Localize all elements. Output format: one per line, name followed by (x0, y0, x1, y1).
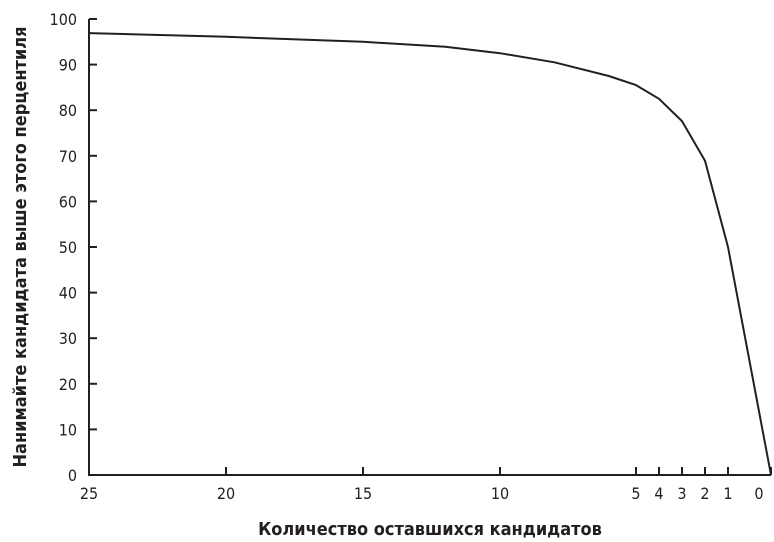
x-axis-title: Количество оставшихся кандидатов (258, 519, 602, 540)
y-tick-label: 70 (59, 147, 77, 166)
x-tick-label: 20 (217, 484, 235, 503)
x-axis-ticks: 25 20 15 10 5 4 3 2 1 0 (80, 467, 772, 503)
x-tick-label: 10 (491, 484, 509, 503)
y-tick-label: 40 (59, 284, 77, 303)
threshold-curve-line (88, 32, 772, 476)
y-tick-label: 0 (68, 466, 77, 485)
x-tick-label: 25 (80, 484, 98, 503)
x-tick-label: 2 (700, 484, 709, 503)
y-tick-label: 80 (59, 101, 77, 120)
x-tick-label: 15 (354, 484, 372, 503)
y-tick-label: 10 (59, 420, 77, 439)
y-axis-ticks: 0 10 20 30 40 50 60 70 80 90 100 (50, 10, 97, 485)
y-tick-label: 60 (59, 192, 77, 211)
y-tick-label: 100 (50, 10, 77, 29)
y-tick-label: 50 (59, 238, 77, 257)
x-tick-label: 4 (654, 484, 663, 503)
x-tick-label: 0 (754, 484, 763, 503)
y-tick-label: 20 (59, 375, 77, 394)
x-tick-label: 5 (631, 484, 640, 503)
y-tick-label: 30 (59, 329, 77, 348)
x-tick-label: 1 (723, 484, 732, 503)
y-axis-title: Нанимайте кандидата выше этого перцентил… (10, 27, 31, 468)
x-tick-label: 3 (677, 484, 686, 503)
y-tick-label: 90 (59, 56, 77, 75)
